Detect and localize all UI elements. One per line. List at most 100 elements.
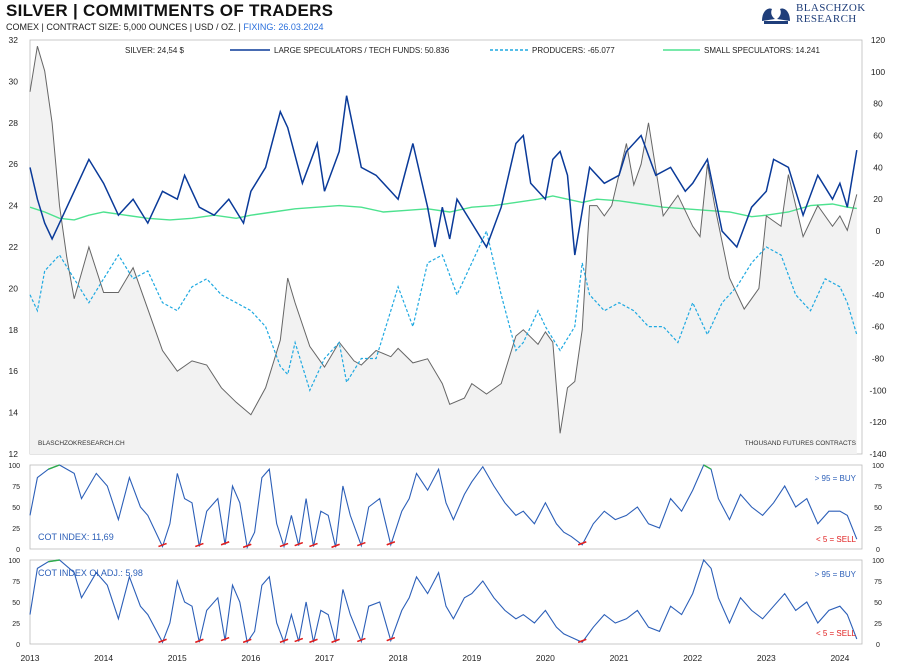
cot-index-right-tick: 100 xyxy=(872,463,884,470)
left-tick-label: 22 xyxy=(9,242,19,252)
cot-index-panel: 100 100 75 75 50 50 25 25 0 0 xyxy=(8,463,884,554)
left-tick-label: 16 xyxy=(9,366,19,376)
cot-index-sell-segment xyxy=(294,541,303,547)
lion-crest-icon xyxy=(762,8,790,24)
cot-index-oi-sell-segment xyxy=(294,637,303,643)
legend-small: SMALL SPECULATORS: 14.241 xyxy=(704,46,820,55)
cot-index-sell-segment xyxy=(195,542,204,548)
x-tick-label: 2024 xyxy=(830,653,849,663)
x-tick-label: 2022 xyxy=(683,653,702,663)
cot-index-oi-sell-segment xyxy=(386,636,396,642)
cot-index-oi-line xyxy=(29,558,858,645)
left-tick-label: 18 xyxy=(9,325,19,335)
cot-index-oi-panel: 100 100 75 75 50 50 25 25 0 0 xyxy=(8,558,884,649)
x-axis: 2013 2014 2015 2016 2017 2018 2019 2020 2021 2022… xyxy=(21,653,850,663)
cot-index-oi-right-tick: 0 xyxy=(876,642,880,649)
fixing-date: FIXING: 26.03.2024 xyxy=(243,22,324,32)
unit-note: THOUSAND FUTURES CONTRACTS xyxy=(745,440,857,447)
cot-index-oi-left-tick: 25 xyxy=(12,621,20,628)
subtitle-text: COMEX | CONTRACT SIZE: 5,000 OUNCES | US… xyxy=(6,22,241,32)
logo: BLASCHZOK RESEARCH xyxy=(760,2,895,26)
legend-large: LARGE SPECULATORS / TECH FUNDS: 50.836 xyxy=(274,46,450,55)
left-tick-label: 14 xyxy=(9,408,19,418)
right-tick-label: -40 xyxy=(872,290,885,300)
cot-index-oi-sell-segment xyxy=(242,638,252,643)
cot-index-buy-segment xyxy=(48,464,60,470)
cot-index-sell-segment xyxy=(158,542,167,548)
x-tick-label: 2018 xyxy=(389,653,408,663)
cot-index-right-tick: 75 xyxy=(874,484,882,491)
cot-index-oi-sell-segment xyxy=(331,638,340,643)
cot-index-sell-label: < 5 = SELL xyxy=(816,535,857,544)
cot-index-frame xyxy=(29,464,863,550)
cot-index-sell-segment xyxy=(386,541,396,546)
cot-index-oi-sell-segment xyxy=(279,638,289,643)
right-tick-label: 0 xyxy=(876,226,881,236)
cot-index-oi-sell-segment xyxy=(309,638,318,643)
logo-line1: BLASCHZOK xyxy=(796,2,866,14)
cot-index-oi-right-tick: 25 xyxy=(874,621,882,628)
cot-index-oi-left-tick: 100 xyxy=(8,558,20,565)
x-tick-label: 2014 xyxy=(94,653,113,663)
cot-index-right-tick: 25 xyxy=(874,526,882,533)
right-tick-label: 100 xyxy=(871,67,885,77)
cot-index-sell-segment xyxy=(220,541,230,546)
x-tick-label: 2020 xyxy=(536,653,555,663)
source-note: BLASCHZOKRESEARCH.CH xyxy=(38,440,125,447)
right-tick-label: -120 xyxy=(869,417,886,427)
cot-index-oi-sell-segment xyxy=(357,637,366,643)
left-tick-label: 30 xyxy=(9,76,19,86)
x-tick-label: 2019 xyxy=(462,653,481,663)
logo-line2: RESEARCH xyxy=(796,13,857,25)
silver-line xyxy=(29,46,858,434)
cot-index-right-tick: 0 xyxy=(876,547,880,554)
cot-index-oi-sell-segment xyxy=(195,638,204,643)
cot-index-buy-segment xyxy=(703,464,712,470)
right-tick-label: -20 xyxy=(872,258,885,268)
right-tick-label: 60 xyxy=(873,131,883,141)
x-tick-label: 2017 xyxy=(315,653,334,663)
right-tick-label: 20 xyxy=(873,194,883,204)
cot-index-sell-segment xyxy=(577,541,587,546)
cot-index-oi-right-tick: 50 xyxy=(874,600,882,607)
cot-index-sell-segment xyxy=(309,542,318,548)
cot-index-sell-segment xyxy=(357,541,366,547)
cot-index-oi-sell-segment xyxy=(220,636,230,642)
x-tick-label: 2013 xyxy=(21,653,40,663)
cot-index-oi-left-tick: 75 xyxy=(12,579,20,586)
legend-silver: SILVER: 24,54 $ xyxy=(125,46,185,55)
left-tick-label: 12 xyxy=(9,449,19,459)
right-tick-label: -140 xyxy=(869,449,886,459)
cot-index-buy-label: > 95 = BUY xyxy=(815,474,857,483)
cot-index-oi-right-tick: 100 xyxy=(872,558,884,565)
producers-line xyxy=(29,229,858,392)
cot-index-sell-segment xyxy=(331,543,340,548)
right-tick-label: -60 xyxy=(872,322,885,332)
cot-index-oi-buy-label: > 95 = BUY xyxy=(815,570,857,579)
chart-subtitle: COMEX | CONTRACT SIZE: 5,000 OUNCES | US… xyxy=(6,22,323,32)
right-tick-label: -100 xyxy=(869,385,886,395)
x-tick-label: 2015 xyxy=(168,653,187,663)
cot-index-left-tick: 50 xyxy=(12,505,20,512)
logo-text: BLASCHZOK RESEARCH xyxy=(796,3,866,25)
chart-title: SILVER | COMMITMENTS OF TRADERS xyxy=(6,1,334,20)
right-tick-label: 40 xyxy=(873,162,883,172)
left-tick-label: 32 xyxy=(9,35,19,45)
cot-index-sell-segment xyxy=(242,543,252,548)
cot-index-left-tick: 0 xyxy=(16,547,20,554)
cot-index-oi-left-tick: 0 xyxy=(16,642,20,649)
left-tick-label: 28 xyxy=(9,118,19,128)
cot-index-sell-segment xyxy=(279,542,289,548)
silver-area xyxy=(30,46,857,454)
main-legend: SILVER: 24,54 $ LARGE SPECULATORS / TECH… xyxy=(125,46,820,55)
cot-index-left-tick: 100 xyxy=(8,463,20,470)
legend-producers: PRODUCERS: -65.077 xyxy=(532,46,615,55)
cot-index-oi-buy-segment xyxy=(48,559,60,563)
left-tick-label: 24 xyxy=(9,201,19,211)
right-tick-label: -80 xyxy=(872,353,885,363)
cot-index-oi-right-tick: 75 xyxy=(874,579,882,586)
large-specs-line xyxy=(29,95,858,256)
cot-index-right-tick: 50 xyxy=(874,505,882,512)
left-tick-label: 26 xyxy=(9,159,19,169)
